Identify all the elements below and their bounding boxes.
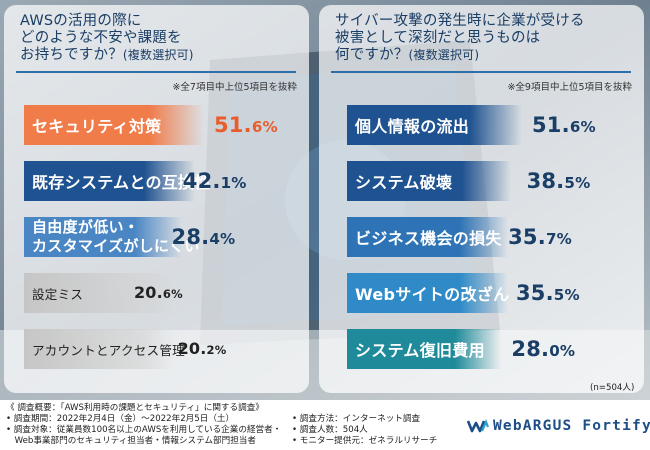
bar-label: Webサイトの改ざん bbox=[355, 285, 510, 304]
value-label: 38.5% bbox=[526, 168, 591, 193]
chart-title-right: サイバー攻撃の発生時に企業が受ける 被害として深刻だと思うものは 何ですか？(複… bbox=[335, 13, 585, 63]
bar-label: システム復旧費用 bbox=[355, 341, 485, 360]
scope-note-right: ※全9項目中上位5項目を抜粋 bbox=[507, 82, 632, 93]
footer-line: • 調査期間：2022年2月4日（金）～2022年2月5日（土） bbox=[6, 414, 235, 424]
sample-size-note: (n=504人) bbox=[590, 383, 635, 393]
value-label: 20.2% bbox=[177, 339, 227, 358]
webargus-logo: WebARGUS Fortify bbox=[467, 418, 650, 434]
footer-line: 《 調査概要：「AWS利用時の課題とセキュリティ」に関する調査》 bbox=[6, 403, 264, 413]
bar-label: 自由度が低い・ カスタマイズがしにくい bbox=[32, 218, 200, 255]
chart-title-left: AWSの活用の際に どのような不安や課題を お持ちですか？(複数選択可) bbox=[20, 13, 194, 63]
bar-1-0: 個人情報の流出 bbox=[347, 105, 522, 145]
bar-label: 既存システムとの互換性 bbox=[32, 173, 211, 192]
bar-0-0: セキュリティ対策 bbox=[24, 105, 204, 145]
value-label: 28.0% bbox=[511, 336, 576, 361]
bar-0-4: アカウントとアクセス管理 bbox=[24, 329, 185, 369]
chart-panel-left: AWSの活用の際に どのような不安や課題を お持ちですか？(複数選択可) ※全7… bbox=[4, 5, 309, 393]
value-label: 42.1% bbox=[182, 168, 247, 193]
bar-1-2: ビジネス機会の損失 bbox=[347, 217, 509, 257]
bar-1-3: Webサイトの改ざん bbox=[347, 273, 510, 313]
logo-mark-icon bbox=[467, 419, 489, 433]
bar-label: システム破壊 bbox=[355, 173, 453, 192]
bar-label: ビジネス機会の損失 bbox=[355, 229, 502, 248]
bar-0-3: 設定ミス bbox=[24, 273, 174, 313]
chart-panel-right: サイバー攻撃の発生時に企業が受ける 被害として深刻だと思うものは 何ですか？(複… bbox=[319, 5, 644, 393]
value-label: 28.4% bbox=[171, 224, 236, 249]
bar-label: 設定ミス bbox=[32, 286, 84, 302]
value-label: 51.6% bbox=[532, 112, 596, 137]
footer-line: Web事業部門のセキュリティ担当者・情報システム部門担当者 bbox=[6, 436, 256, 446]
bar-label: セキュリティ対策 bbox=[32, 117, 162, 136]
bar-1-1: システム破壊 bbox=[347, 161, 511, 201]
footer-line: • 調査方法：インターネット調査 bbox=[292, 414, 421, 424]
value-label: 51.6% bbox=[214, 112, 278, 137]
value-label: 20.6% bbox=[133, 283, 183, 302]
bar-label: アカウントとアクセス管理 bbox=[32, 342, 185, 358]
bar-0-1: 既存システムとの互換性 bbox=[24, 161, 210, 201]
title-divider-right bbox=[331, 71, 631, 73]
title-divider-left bbox=[16, 71, 296, 73]
value-label: 35.7% bbox=[508, 224, 572, 249]
scope-note-left: ※全7項目中上位5項目を抜粋 bbox=[172, 82, 297, 93]
logo-text: WebARGUS Fortify bbox=[493, 418, 650, 434]
bar-1-4: システム復旧費用 bbox=[347, 329, 502, 369]
footer-line: • 調査対象：従業員数100名以上のAWSを利用している企業の経営者・ bbox=[6, 425, 282, 435]
value-label: 35.5% bbox=[515, 280, 580, 305]
bar-label: 個人情報の流出 bbox=[355, 117, 470, 136]
survey-footer: 《 調査概要：「AWS利用時の課題とセキュリティ」に関する調査》 • 調査期間：… bbox=[0, 400, 650, 450]
bar-0-2: 自由度が低い・ カスタマイズがしにくい bbox=[24, 217, 199, 257]
footer-line: • モニター提供元：ゼネラルリサーチ bbox=[292, 436, 438, 446]
footer-line: • 調査人数：504人 bbox=[292, 425, 368, 435]
